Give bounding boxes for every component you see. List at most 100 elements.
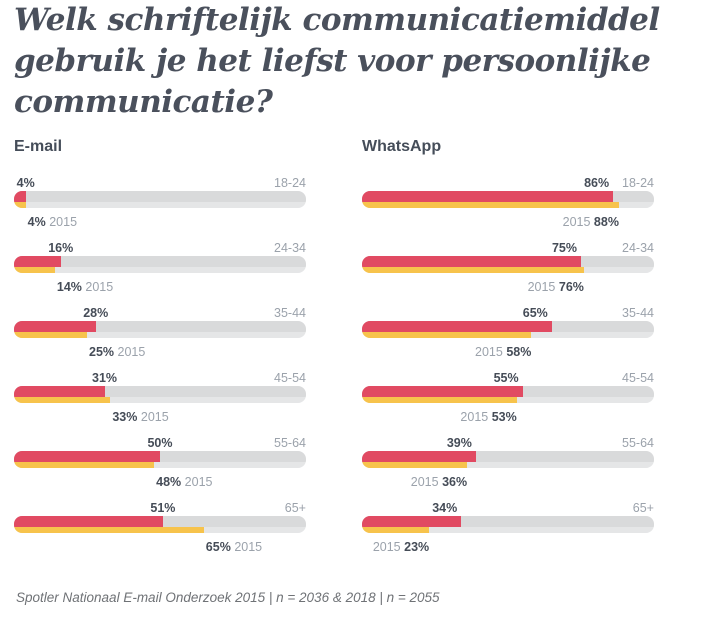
- value-2015-percent: 58%: [506, 345, 532, 359]
- track-band-2015: [362, 202, 654, 208]
- track-band-2015: [362, 462, 654, 468]
- bar-track: [362, 256, 654, 273]
- bar-fill-2018: [14, 386, 105, 397]
- track-band-2015: [14, 397, 306, 403]
- value-label-2018: 31%: [92, 371, 118, 385]
- bar-row: 34% 65+ 2015 23%: [362, 501, 702, 566]
- bar-row: 28% 35-44 25% 2015: [14, 306, 354, 371]
- track-band-2015: [362, 527, 654, 533]
- bar-fill-2018: [362, 516, 462, 527]
- value-2015-percent: 76%: [558, 280, 584, 294]
- value-label-2018: 50%: [147, 436, 173, 450]
- value-label-2018: 39%: [446, 436, 472, 450]
- bar-fill-2018: [362, 256, 581, 267]
- track-band-2018: [14, 451, 306, 462]
- bar-fill-2018: [14, 321, 96, 332]
- value-2015-percent: 14%: [56, 280, 82, 294]
- bar-fill-2018: [14, 256, 61, 267]
- year-2015-label: 2015: [562, 215, 591, 229]
- bar-fill-2018: [14, 191, 26, 202]
- bar-fill-2015: [362, 202, 619, 208]
- bar-row: 55% 45-54 2015 53%: [362, 371, 702, 436]
- bar-fill-2015: [362, 462, 468, 468]
- year-2015-label: 2015: [372, 540, 401, 554]
- age-group-label: 18-24: [622, 176, 654, 190]
- track-band-2018: [14, 191, 306, 202]
- value-2015-percent: 65%: [205, 540, 231, 554]
- value-2015-percent: 33%: [112, 410, 138, 424]
- bar-fill-2015: [14, 202, 26, 208]
- track-band-2015: [362, 397, 654, 403]
- bar-fill-2018: [362, 321, 552, 332]
- bar-track: [14, 191, 306, 208]
- value-label-2018: 51%: [150, 501, 176, 515]
- value-label-2015: 2015 76%: [528, 280, 584, 294]
- age-group-label: 35-44: [274, 306, 306, 320]
- bar-track: [362, 516, 654, 533]
- bar-track: [362, 451, 654, 468]
- value-label-2018: 86%: [584, 176, 610, 190]
- bar-fill-2018: [362, 451, 476, 462]
- year-2015-label: 2015: [49, 215, 78, 229]
- source-note: Spotler Nationaal E-mail Onderzoek 2015 …: [16, 590, 440, 605]
- bar-row: 31% 45-54 33% 2015: [14, 371, 354, 436]
- page-title: Welk schriftelijk communicatiemiddel geb…: [14, 2, 660, 120]
- value-label-2015: 2015 53%: [460, 410, 516, 424]
- bar-fill-2015: [14, 267, 55, 273]
- track-band-2018: [362, 321, 654, 332]
- track-band-2015: [14, 462, 306, 468]
- track-band-2015: [362, 267, 654, 273]
- track-band-2018: [362, 191, 654, 202]
- bar-row: 51% 65+ 65% 2015: [14, 501, 354, 566]
- value-label-2018: 28%: [83, 306, 109, 320]
- bar-fill-2018: [362, 191, 614, 202]
- bar-fill-2015: [14, 397, 111, 403]
- bar-track: [362, 386, 654, 403]
- value-label-2015: 2015 36%: [411, 475, 467, 489]
- track-band-2018: [14, 256, 306, 267]
- bar-fill-2015: [362, 332, 532, 338]
- year-2015-label: 2015: [234, 540, 263, 554]
- bar-row: 16% 24-34 14% 2015: [14, 241, 354, 306]
- track-band-2015: [14, 527, 306, 533]
- bar-row: 86% 18-24 2015 88%: [362, 176, 702, 241]
- value-label-2015: 2015 58%: [475, 345, 531, 359]
- age-group-label: 24-34: [274, 241, 306, 255]
- year-2015-label: 2015: [475, 345, 503, 359]
- age-group-label: 45-54: [274, 371, 306, 385]
- value-2015-percent: 48%: [156, 475, 182, 489]
- bar-row: 50% 55-64 48% 2015: [14, 436, 354, 501]
- bar-track: [14, 321, 306, 338]
- value-label-2015: 2015 23%: [373, 540, 429, 554]
- value-label-2018: 4%: [16, 176, 35, 190]
- age-group-label: 35-44: [622, 306, 654, 320]
- year-2015-label: 2015: [184, 475, 213, 489]
- bar-fill-2018: [14, 516, 163, 527]
- year-2015-label: 2015: [460, 410, 489, 424]
- column-header-whatsapp: WhatsApp: [362, 138, 442, 155]
- bar-track: [14, 386, 306, 403]
- bar-fill-2015: [362, 527, 430, 533]
- bar-row: 75% 24-34 2015 76%: [362, 241, 702, 306]
- value-label-2018: 34%: [432, 501, 458, 515]
- year-2015-label: 2015: [140, 410, 169, 424]
- age-group-label: 45-54: [622, 371, 654, 385]
- bar-track: [362, 191, 654, 208]
- bar-fill-2015: [362, 267, 584, 273]
- track-band-2018: [362, 386, 654, 397]
- age-group-label: 65+: [632, 501, 654, 515]
- track-band-2018: [362, 256, 654, 267]
- track-band-2015: [14, 267, 306, 273]
- age-group-label: 55-64: [622, 436, 654, 450]
- bar-track: [14, 256, 306, 273]
- bar-fill-2018: [362, 386, 523, 397]
- value-label-2018: 75%: [551, 241, 577, 255]
- value-label-2015: 14% 2015: [57, 280, 113, 294]
- value-2015-percent: 53%: [491, 410, 517, 424]
- value-label-2015: 65% 2015: [206, 540, 262, 554]
- value-2015-percent: 4%: [27, 215, 46, 229]
- value-2015-percent: 36%: [442, 475, 468, 489]
- bar-track: [14, 451, 306, 468]
- year-2015-label: 2015: [410, 475, 439, 489]
- bar-fill-2015: [14, 462, 155, 468]
